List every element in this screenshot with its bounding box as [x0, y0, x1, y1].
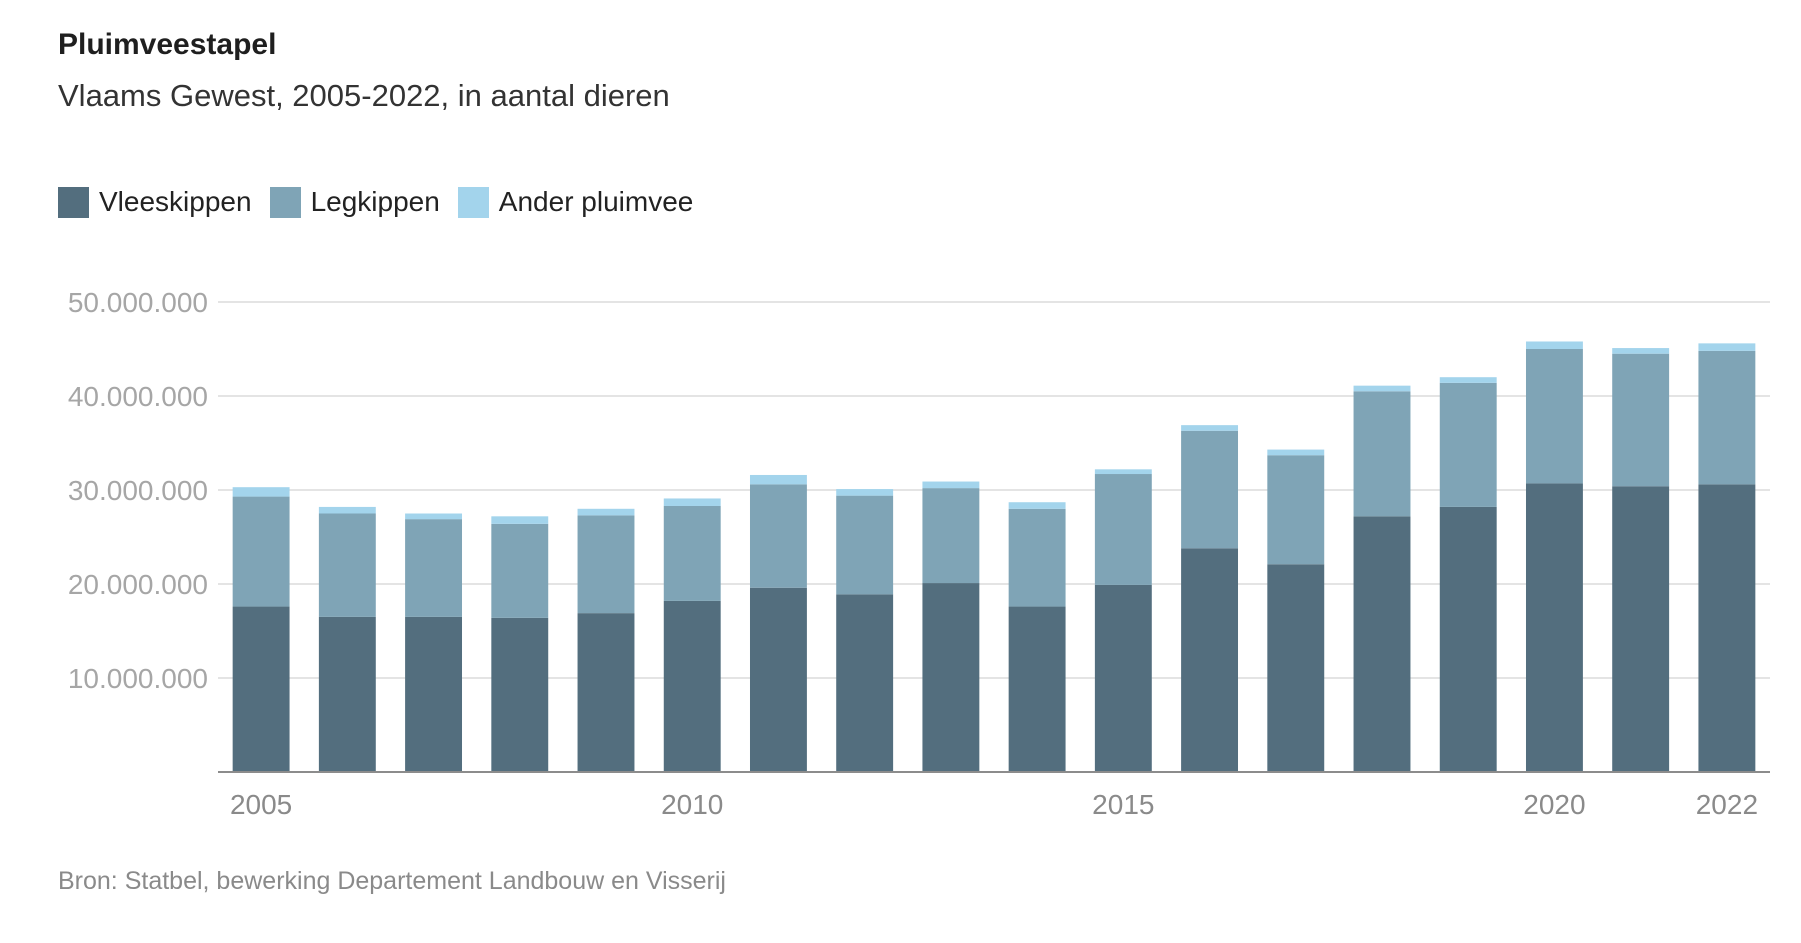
x-tick-label: 2015 — [1092, 789, 1154, 820]
bar-legkippen — [491, 523, 549, 618]
legend-item-ander-pluimvee: Ander pluimvee — [457, 186, 694, 218]
y-tick-label: 40.000.000 — [68, 381, 208, 412]
bar-vleeskippen — [1008, 606, 1066, 772]
gridlines — [218, 301, 1770, 679]
y-axis-labels: 10.000.000 20.000.000 30.000.000 40.000.000… — [68, 287, 208, 694]
bar-ander-pluimvee — [1439, 377, 1497, 383]
bar-legkippen — [922, 488, 980, 584]
bar-vleeskippen — [663, 600, 721, 772]
legend-swatch — [457, 186, 489, 218]
y-tick-label: 20.000.000 — [68, 569, 208, 600]
y-tick-label: 50.000.000 — [68, 287, 208, 318]
bar-legkippen — [1181, 430, 1239, 549]
chart-subtitle: Vlaams Gewest, 2005-2022, in aantal dier… — [58, 78, 670, 113]
bar-vleeskippen — [1525, 483, 1583, 772]
bar-legkippen — [663, 505, 721, 601]
bar-vleeskippen — [1353, 516, 1411, 772]
bar-legkippen — [1008, 508, 1066, 607]
legend-item-vleeskippen: Vleeskippen — [58, 186, 252, 218]
bar-vleeskippen — [577, 613, 635, 772]
x-tick-label: 2020 — [1523, 789, 1585, 820]
x-tick-label: 2010 — [661, 789, 723, 820]
bar-legkippen — [1094, 474, 1152, 585]
legend-item-legkippen: Legkippen — [269, 186, 440, 218]
bar-ander-pluimvee — [922, 481, 980, 489]
bar-ander-pluimvee — [1525, 341, 1583, 349]
source-note: Bron: Statbel, bewerking Departement Lan… — [58, 867, 726, 895]
bar-legkippen — [1612, 353, 1670, 487]
bar-vleeskippen — [405, 616, 463, 772]
bar-ander-pluimvee — [405, 513, 463, 520]
bar-vleeskippen — [1094, 584, 1152, 772]
bar-vleeskippen — [1181, 548, 1239, 772]
x-tick-label: 2005 — [230, 789, 292, 820]
bar-legkippen — [232, 496, 290, 607]
bar-vleeskippen — [232, 606, 290, 772]
bar-ander-pluimvee — [318, 506, 376, 514]
bar-ander-pluimvee — [232, 487, 290, 497]
bar-ander-pluimvee — [749, 474, 807, 485]
y-tick-label: 30.000.000 — [68, 475, 208, 506]
legend-swatch — [269, 186, 301, 218]
bar-legkippen — [318, 513, 376, 617]
bar-ander-pluimvee — [663, 498, 721, 506]
bar-legkippen — [1439, 382, 1497, 507]
bar-vleeskippen — [1439, 506, 1497, 772]
legend-label: Vleeskippen — [99, 186, 252, 217]
bar-vleeskippen — [1612, 486, 1670, 772]
legend-label: Legkippen — [310, 186, 440, 217]
bars — [232, 341, 1756, 772]
bar-vleeskippen — [318, 616, 376, 772]
bar-vleeskippen — [749, 587, 807, 772]
bar-vleeskippen — [1698, 484, 1756, 772]
bar-ander-pluimvee — [1353, 385, 1411, 392]
bar-legkippen — [1353, 391, 1411, 517]
bar-legkippen — [405, 519, 463, 617]
legend-swatch — [58, 186, 89, 218]
bar-vleeskippen — [1267, 564, 1325, 772]
bar-legkippen — [1267, 455, 1325, 565]
y-tick-label: 10.000.000 — [68, 663, 208, 694]
chart-title: Pluimveestapel — [58, 28, 277, 61]
bar-legkippen — [749, 484, 807, 588]
bar-ander-pluimvee — [1008, 502, 1066, 509]
bar-ander-pluimvee — [491, 516, 549, 524]
x-axis-labels: 2005 2010 2015 2020 2022 — [230, 789, 1758, 820]
legend-label: Ander pluimvee — [498, 186, 694, 217]
x-tick-label: 2022 — [1696, 789, 1758, 820]
bar-legkippen — [836, 495, 894, 595]
bar-ander-pluimvee — [577, 508, 635, 516]
legend: Vleeskippen Legkippen Ander pluimvee — [58, 186, 711, 218]
bar-ander-pluimvee — [1267, 449, 1325, 456]
bar-ander-pluimvee — [1698, 343, 1756, 351]
bar-legkippen — [1525, 349, 1583, 484]
bar-ander-pluimvee — [1181, 425, 1239, 431]
bar-ander-pluimvee — [836, 489, 894, 496]
bar-legkippen — [577, 515, 635, 614]
bar-vleeskippen — [836, 594, 894, 772]
bar-ander-pluimvee — [1094, 469, 1152, 475]
bar-vleeskippen — [491, 617, 549, 772]
bar-ander-pluimvee — [1612, 348, 1670, 354]
bar-legkippen — [1698, 350, 1756, 485]
bar-vleeskippen — [922, 583, 980, 772]
